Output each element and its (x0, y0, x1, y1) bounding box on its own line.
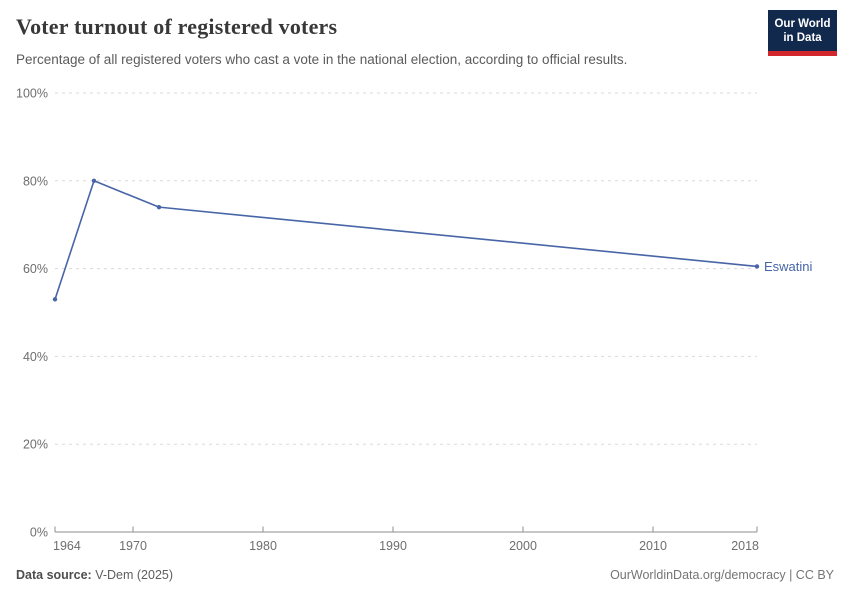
data-source-label: Data source: (16, 568, 92, 582)
page-title: Voter turnout of registered voters (16, 14, 338, 39)
license-link[interactable]: OurWorldinData.org/democracy | CC BY (610, 568, 834, 582)
data-source-value: V-Dem (2025) (95, 568, 174, 582)
data-point-Eswatini-2018 (754, 264, 760, 269)
x-axis-label-1970: 1970 (119, 539, 147, 553)
y-axis-label-80: 80% (23, 174, 48, 188)
y-axis-label-20: 20% (23, 438, 48, 452)
data-point-Eswatini-1972 (156, 204, 162, 210)
x-axis-label-2018: 2018 (731, 539, 759, 553)
chart-subtitle: Percentage of all registered voters who … (16, 52, 628, 67)
x-axis-label-2000: 2000 (509, 539, 537, 553)
data-point-Eswatini-1967 (91, 178, 97, 183)
series-line-Eswatini (54, 180, 758, 301)
owid-logo[interactable]: Our World in Data (768, 10, 837, 56)
y-axis-label-60: 60% (23, 262, 48, 276)
owid-logo-line2: in Data (783, 32, 822, 44)
data-source-note: Data source: V-Dem (2025) (16, 568, 173, 582)
chart-footer: Data source: V-Dem (2025) OurWorldinData… (16, 568, 834, 582)
x-axis-label-2010: 2010 (639, 539, 667, 553)
y-axis-label-100: 100% (16, 87, 48, 101)
y-axis-label-0: 0% (30, 526, 48, 540)
x-axis-label-1964: 1964 (53, 539, 81, 553)
x-axis-label-1980: 1980 (249, 539, 277, 553)
y-axis-label-40: 40% (23, 350, 48, 364)
data-point-Eswatini-1964 (52, 297, 58, 302)
x-axis-label-1990: 1990 (379, 539, 407, 553)
series-end-label-Eswatini[interactable]: Eswatini (764, 259, 813, 274)
owid-logo-line1: Our World (774, 18, 831, 30)
